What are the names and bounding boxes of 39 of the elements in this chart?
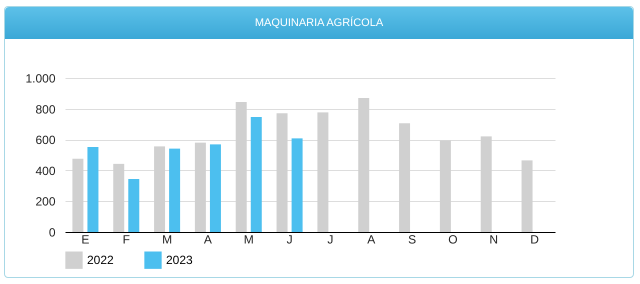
bar <box>194 142 206 232</box>
x-tick-label: D <box>530 232 540 246</box>
y-tick-label: 400 <box>35 164 56 178</box>
y-tick-label: 200 <box>35 194 56 209</box>
y-tick-label: 1.000 <box>25 72 56 86</box>
x-tick-label: F <box>122 232 130 246</box>
bar <box>72 158 84 232</box>
bar <box>399 123 410 232</box>
x-tick-label: M <box>244 232 254 246</box>
x-tick-label: N <box>489 232 498 246</box>
chart-title: MAQUINARIA AGRÍCOLA <box>254 17 384 29</box>
x-tick-label: A <box>367 232 376 246</box>
y-tick-label: 600 <box>35 133 56 148</box>
bar <box>87 146 98 232</box>
legend-label: 2022 <box>87 253 114 268</box>
y-tick-label: 0 <box>48 226 56 240</box>
bar <box>522 160 533 232</box>
x-tick-label: J <box>286 232 293 246</box>
bar <box>480 136 492 232</box>
x-tick-label: A <box>204 232 212 246</box>
bar <box>113 164 124 232</box>
bar <box>154 146 166 232</box>
bar <box>236 102 247 232</box>
bar <box>358 98 370 232</box>
x-tick-label: O <box>448 232 458 246</box>
y-tick-label: 800 <box>35 102 56 116</box>
x-tick-label: S <box>408 232 416 246</box>
bar <box>128 179 140 232</box>
x-tick-label: J <box>327 232 334 246</box>
bar <box>317 112 328 232</box>
bar <box>169 148 180 232</box>
bar <box>440 140 451 232</box>
legend-label: 2023 <box>166 253 194 268</box>
x-tick-label: E <box>81 232 90 246</box>
bar <box>276 113 288 232</box>
bar <box>250 116 262 232</box>
bar <box>210 144 221 232</box>
x-tick-label: M <box>162 232 172 246</box>
bar <box>292 138 303 232</box>
